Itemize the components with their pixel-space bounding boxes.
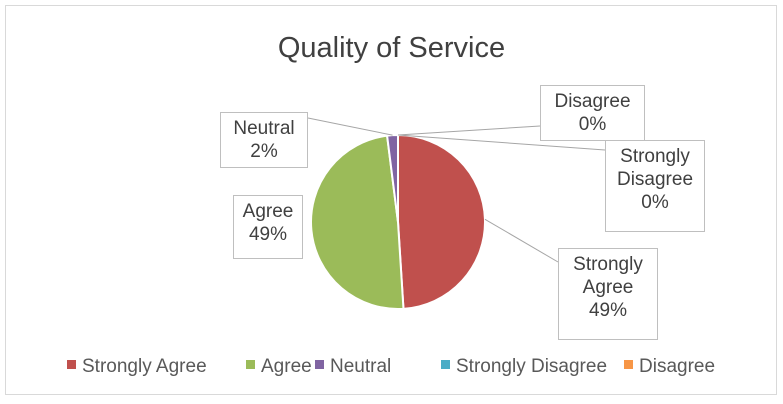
data-label-category: Agree xyxy=(242,201,294,222)
data-label: Strongly Agree 49% xyxy=(558,248,658,340)
legend-item: Agree xyxy=(246,356,312,378)
legend-item: Neutral xyxy=(315,356,391,378)
legend-swatch xyxy=(441,360,450,370)
data-label: Strongly Disagree 0% xyxy=(605,140,705,232)
data-label: Neutral 2% xyxy=(220,112,308,168)
chart-title: Quality of Service xyxy=(277,32,506,64)
legend-swatch xyxy=(624,360,633,370)
data-label: Disagree 0% xyxy=(540,85,645,141)
data-label-value: 49% xyxy=(588,300,628,321)
legend-label: Strongly Disagree xyxy=(456,356,608,377)
data-label-value: 0% xyxy=(641,192,669,213)
data-label-value: 0% xyxy=(578,114,607,135)
leader-line xyxy=(397,134,606,151)
data-label-category: Disagree xyxy=(554,91,631,112)
data-label-category: Neutral xyxy=(233,118,295,139)
legend-label: Strongly Agree xyxy=(82,356,207,377)
legend-swatch xyxy=(246,360,255,370)
legend-item: Strongly Disagree xyxy=(441,356,607,378)
leader-line xyxy=(307,117,393,136)
legend-label: Neutral xyxy=(330,356,392,377)
data-label-category: Strongly Agree xyxy=(573,254,643,298)
legend-swatch xyxy=(67,360,76,370)
legend-item: Disagree xyxy=(624,356,715,378)
legend-label: Agree xyxy=(261,356,312,377)
pie-slice xyxy=(397,133,486,310)
data-label-category: Strongly Disagree xyxy=(616,146,694,190)
data-label: Agree 49% xyxy=(233,195,303,259)
pie-slice xyxy=(310,134,405,310)
data-label-value: 2% xyxy=(250,141,278,162)
leader-line xyxy=(397,125,541,136)
legend-swatch xyxy=(315,360,324,370)
legend-label: Disagree xyxy=(639,356,716,377)
leader-line xyxy=(484,218,559,263)
legend-item: Strongly Agree xyxy=(67,356,207,378)
data-label-value: 49% xyxy=(248,224,288,245)
